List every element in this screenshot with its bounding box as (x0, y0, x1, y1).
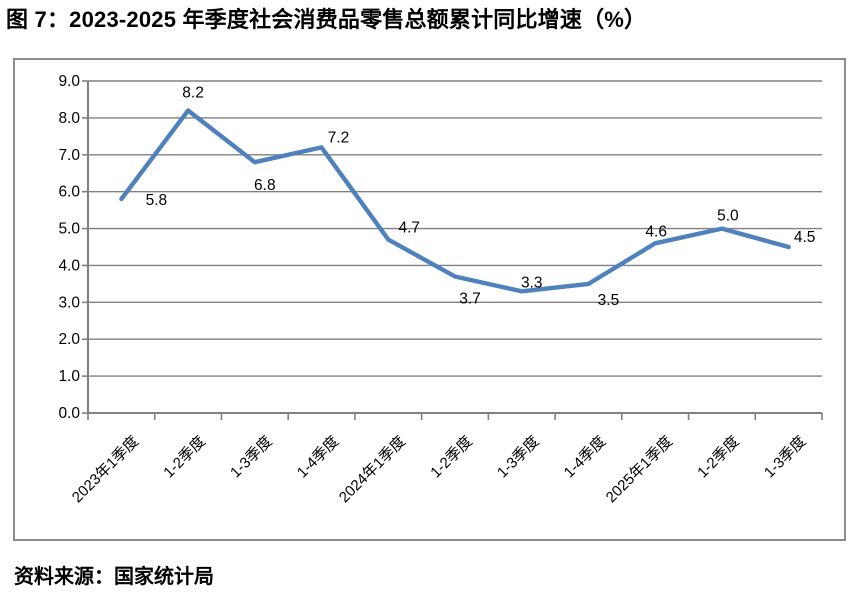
series-line (119, 108, 791, 294)
svg-text:1-3季度: 1-3季度 (761, 433, 810, 482)
svg-text:8.0: 8.0 (58, 110, 80, 127)
svg-text:1-2季度: 1-2季度 (160, 433, 209, 482)
svg-text:5.8: 5.8 (146, 192, 168, 209)
source-note: 资料来源：国家统计局 (14, 566, 214, 588)
svg-text:4.5: 4.5 (794, 229, 816, 246)
svg-text:6.0: 6.0 (58, 184, 80, 201)
svg-text:3.7: 3.7 (459, 291, 481, 308)
svg-text:3.5: 3.5 (598, 292, 620, 309)
svg-text:1-2季度: 1-2季度 (694, 433, 743, 482)
y-axis-ticks (82, 80, 88, 414)
svg-text:3.0: 3.0 (58, 294, 80, 311)
svg-text:2.0: 2.0 (58, 331, 80, 348)
svg-text:5.0: 5.0 (58, 221, 80, 238)
y-tick-labels: 0.0 1.0 2.0 3.0 4.0 5.0 6.0 7.0 8.0 9.0 (58, 73, 80, 422)
axes (87, 81, 822, 414)
svg-text:2023年1季度: 2023年1季度 (69, 433, 142, 506)
svg-text:4.6: 4.6 (645, 223, 667, 240)
svg-text:1-4季度: 1-4季度 (294, 433, 343, 482)
x-axis-ticks (87, 413, 823, 420)
svg-text:2025年1季度: 2025年1季度 (603, 433, 676, 506)
line-chart: 0.0 1.0 2.0 3.0 4.0 5.0 6.0 7.0 8.0 9.0 2023年1季度 1-… (58, 73, 823, 506)
y-gridlines (88, 80, 822, 377)
chart-container: 0.0 1.0 2.0 3.0 4.0 5.0 6.0 7.0 8.0 9.0 2023年1季度 1-… (13, 58, 846, 541)
svg-text:7.0: 7.0 (58, 147, 80, 164)
svg-text:2024年1季度: 2024年1季度 (336, 433, 409, 506)
svg-text:1-3季度: 1-3季度 (227, 433, 276, 482)
svg-text:0.0: 0.0 (58, 405, 80, 422)
svg-text:3.3: 3.3 (521, 274, 543, 291)
svg-text:1-4季度: 1-4季度 (561, 433, 610, 482)
svg-text:4.0: 4.0 (58, 257, 80, 274)
svg-text:1-2季度: 1-2季度 (427, 433, 476, 482)
svg-text:8.2: 8.2 (182, 85, 204, 102)
svg-text:4.7: 4.7 (398, 220, 420, 237)
svg-text:1-3季度: 1-3季度 (494, 433, 543, 482)
svg-text:9.0: 9.0 (58, 73, 80, 90)
svg-text:7.2: 7.2 (328, 129, 350, 146)
svg-text:5.0: 5.0 (717, 208, 739, 225)
figure-title: 图 7：2023-2025 年季度社会消费品零售总额累计同比增速（%） (6, 7, 647, 32)
data-labels: 5.8 8.2 6.8 7.2 4.7 3.7 3.3 3.5 4.6 5.0 4.5 (146, 85, 816, 309)
svg-text:6.8: 6.8 (254, 177, 276, 194)
svg-text:1.0: 1.0 (58, 368, 80, 385)
